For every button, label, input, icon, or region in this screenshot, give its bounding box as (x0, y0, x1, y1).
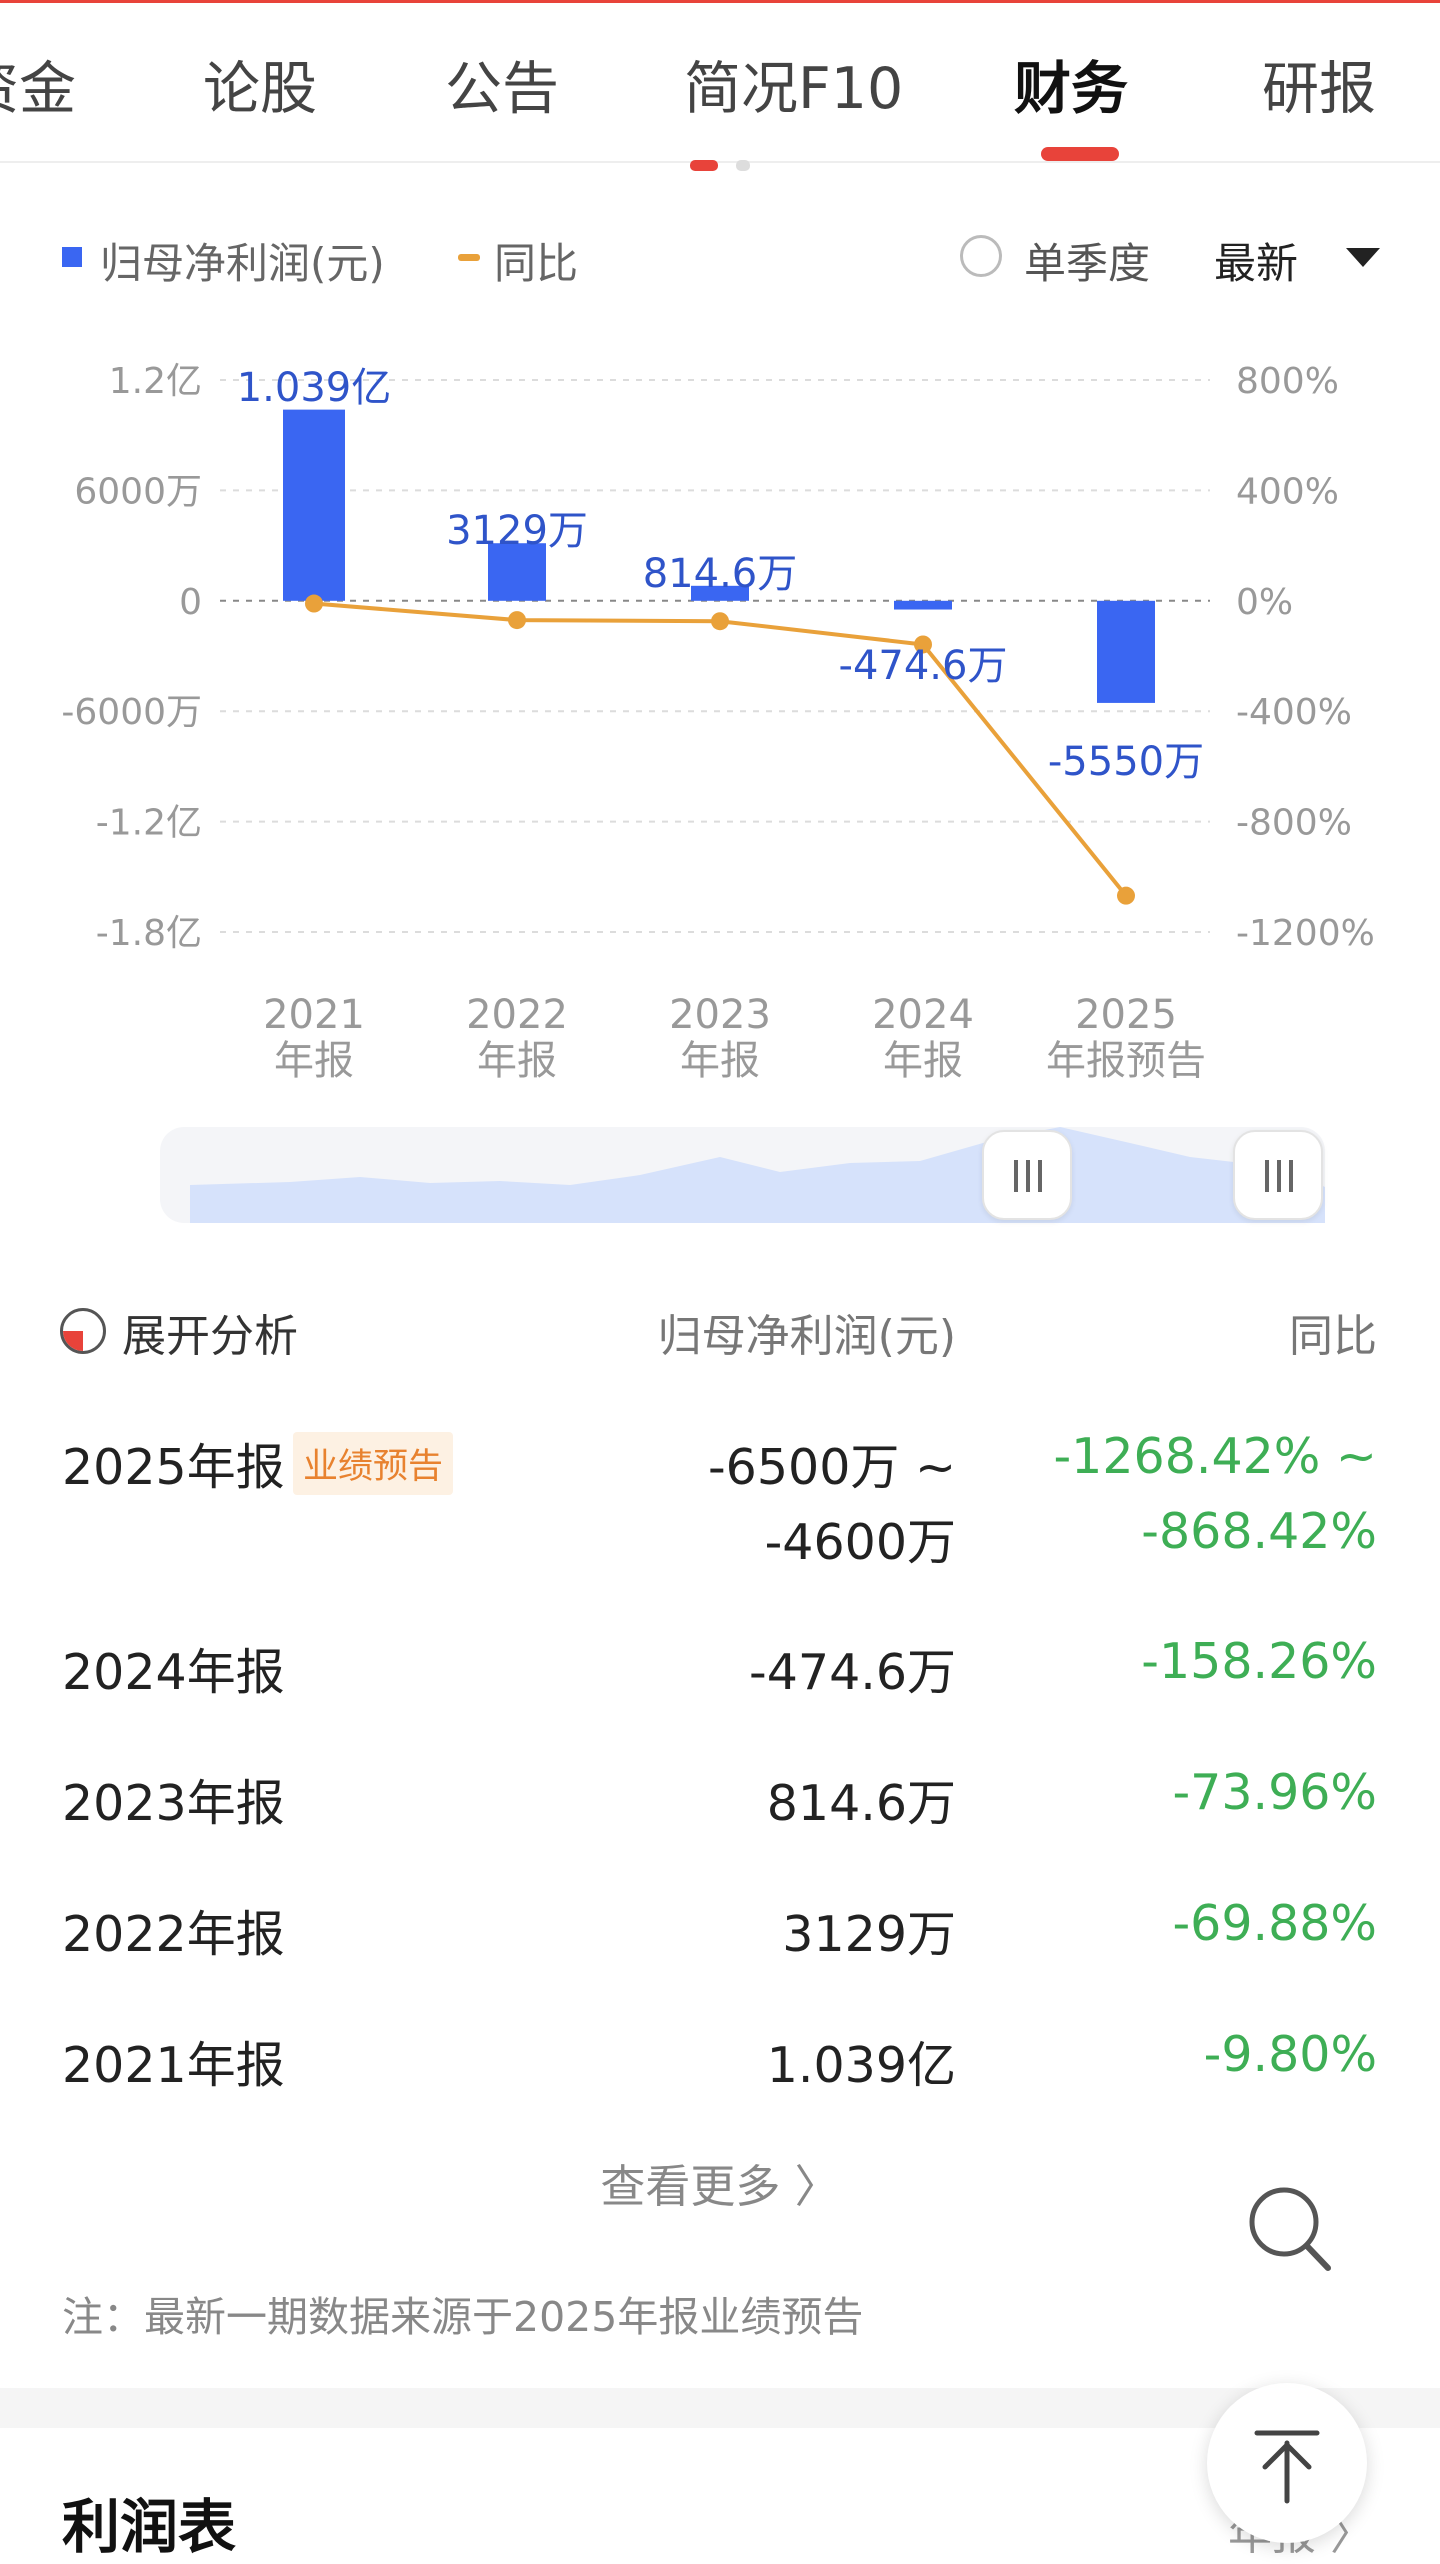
right-axis-tick: -400% (1236, 692, 1352, 733)
bar-data-label: -474.6万 (839, 643, 1008, 689)
bar (691, 585, 749, 601)
row-yoy: -9.80% (1203, 2026, 1377, 2083)
slider-left-handle[interactable] (982, 1130, 1072, 1220)
row-period: 2024年报 (62, 1644, 285, 1701)
yoy-point (508, 611, 526, 630)
active-tab-indicator (1041, 147, 1119, 161)
search-icon[interactable] (1240, 2180, 1340, 2280)
x-axis-label: 年报 (883, 1038, 963, 1084)
bar (1097, 600, 1155, 703)
pie-chart-icon[interactable] (60, 1308, 106, 1354)
section-divider (0, 2388, 1440, 2428)
row-value: 3129万 (782, 1906, 956, 1963)
right-axis-tick: 400% (1236, 471, 1339, 512)
triangle-down-icon[interactable] (1346, 248, 1380, 267)
left-axis-tick: 0 (179, 582, 202, 623)
forecast-badge: 业绩预告 (293, 1432, 454, 1495)
row-value: 1.039亿 (766, 2037, 956, 2094)
bar-data-label: 3129万 (446, 508, 588, 554)
data-source-note: 注：最新一期数据来源于2025年报业绩预告 (62, 2293, 864, 2341)
slider-preview-area (190, 1127, 1325, 1223)
row-period: 2021年报 (62, 2037, 285, 2094)
arrow-up-icon (1254, 2430, 1320, 2504)
table-row[interactable]: 2023年报 814.6万 -73.96% (0, 1764, 1440, 1834)
row-period: 2025年报 (62, 1439, 285, 1496)
row-yoy: -69.88% (1172, 1895, 1377, 1952)
income-statement-title: 利润表 (62, 2493, 237, 2561)
left-axis-tick: 1.2亿 (109, 361, 202, 402)
row-yoy: -868.42% (1141, 1503, 1377, 1560)
right-axis-tick: 0% (1236, 582, 1293, 623)
column-header-value: 归母净利润(元) (657, 1311, 956, 1362)
single-quarter-radio[interactable] (960, 235, 1002, 277)
bar (894, 600, 952, 610)
x-axis-label: 2025 (1075, 992, 1177, 1038)
yoy-point (305, 594, 323, 613)
x-axis-label: 2023 (669, 992, 771, 1038)
bar (488, 543, 546, 601)
slider-right-handle[interactable] (1233, 1130, 1323, 1220)
table-row[interactable]: 2024年报 -474.6万 -158.26% (0, 1633, 1440, 1703)
column-header-yoy: 同比 (1289, 1311, 1377, 1362)
single-quarter-label[interactable]: 单季度 (1024, 239, 1151, 288)
legend-line-swatch (458, 254, 480, 261)
latest-selector-label[interactable]: 最新 (1214, 239, 1299, 288)
legend-series2-label: 同比 (494, 239, 579, 288)
tab-announcements[interactable]: 公告 (445, 56, 559, 122)
x-axis-label: 2021 (263, 992, 365, 1038)
right-axis-tick: 800% (1236, 361, 1339, 402)
expand-analysis-button[interactable]: 展开分析 (122, 1311, 298, 1362)
bar-data-label: 814.6万 (643, 551, 798, 597)
scroll-to-top-button[interactable] (1207, 2383, 1367, 2543)
yoy-point (914, 635, 932, 654)
table-header: 展开分析 归母净利润(元) 同比 (0, 1300, 1440, 1370)
left-axis-tick: -1.8亿 (96, 913, 202, 954)
x-axis-label: 年报 (680, 1038, 760, 1084)
view-more-link[interactable]: 查看更多 〉 (600, 2160, 840, 2213)
tab-f10[interactable]: 简况F10 (684, 56, 904, 122)
row-value: -4600万 (764, 1514, 956, 1571)
row-yoy: -158.26% (1141, 1633, 1377, 1690)
bar-data-label: -5550万 (1048, 739, 1204, 785)
tab-research[interactable]: 研报 (1262, 56, 1376, 122)
x-axis-label: 2022 (466, 992, 568, 1038)
profit-chart: 1.2亿 800% 6000万 400% 0 0% -6000万 -400% -1.2亿 -800… (61, 361, 1375, 1084)
row-value: 814.6万 (766, 1775, 956, 1832)
bar (283, 409, 345, 601)
x-axis-label: 2024 (872, 992, 974, 1038)
bar-data-label: 1.039亿 (237, 365, 392, 411)
right-axis-tick: -800% (1236, 803, 1352, 844)
yoy-point (711, 612, 729, 631)
tab-funds[interactable]: 资金 (0, 56, 76, 122)
table-row[interactable]: 2022年报 3129万 -69.88% (0, 1895, 1440, 1965)
left-axis-tick: -6000万 (61, 692, 202, 733)
yoy-point (1117, 886, 1135, 905)
chart-range-slider[interactable] (160, 1127, 1325, 1223)
row-value: -6500万 ~ (707, 1439, 956, 1496)
table-row[interactable]: 2021年报 1.039亿 -9.80% (0, 2026, 1440, 2096)
row-value: -474.6万 (749, 1644, 956, 1701)
chart-legend: 归母净利润(元) 同比 单季度 最新 (62, 230, 1382, 288)
x-axis-label: 年报 (477, 1038, 557, 1084)
table-row[interactable]: 2025年报 业绩预告 -6500万 ~ -4600万 -1268.42% ~ … (0, 1428, 1440, 1571)
top-accent-line (0, 0, 1440, 3)
page-indicator-inactive (736, 160, 750, 171)
tab-finance[interactable]: 财务 (1014, 56, 1128, 122)
legend-series1-label: 归母净利润(元) (100, 239, 385, 288)
row-period: 2022年报 (62, 1906, 285, 1963)
row-yoy: -73.96% (1172, 1764, 1377, 1821)
left-axis-tick: -1.2亿 (96, 803, 202, 844)
page-indicator-active (690, 160, 718, 171)
tab-discussion[interactable]: 论股 (203, 56, 317, 122)
right-axis-tick: -1200% (1236, 913, 1375, 954)
row-period: 2023年报 (62, 1775, 285, 1832)
x-axis-label: 年报预告 (1046, 1038, 1206, 1084)
left-axis-tick: 6000万 (74, 471, 202, 512)
row-yoy: -1268.42% ~ (1053, 1428, 1377, 1485)
x-axis-label: 年报 (274, 1038, 354, 1084)
legend-bar-swatch (62, 247, 82, 267)
top-tab-bar: 资金 论股 公告 简况F10 财务 研报 (0, 3, 1440, 163)
